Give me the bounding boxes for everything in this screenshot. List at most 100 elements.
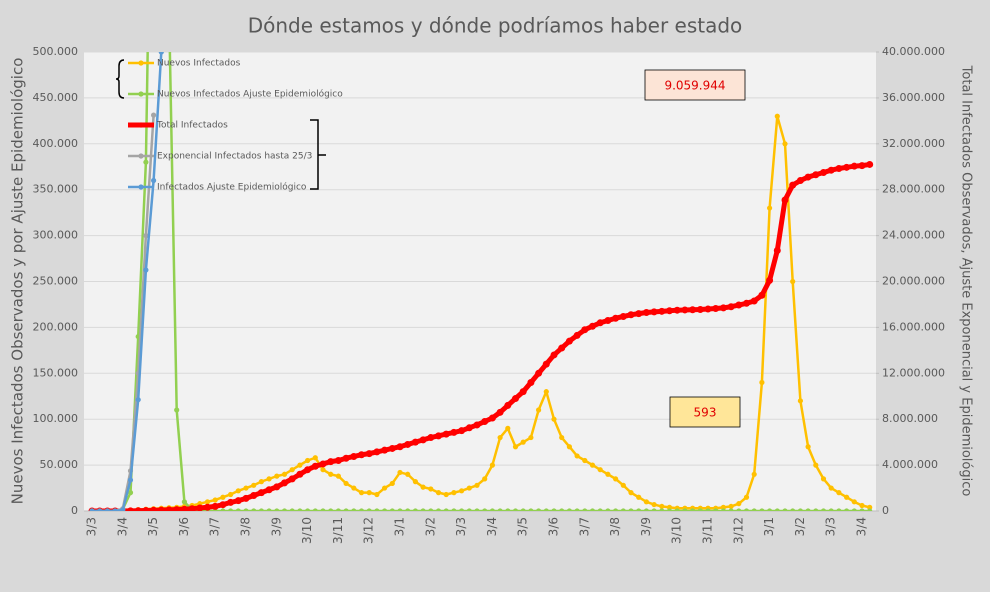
data-point bbox=[127, 477, 134, 483]
legend-label: Nuevos Infectados bbox=[157, 59, 241, 69]
data-point bbox=[281, 471, 288, 477]
data-point bbox=[389, 508, 395, 511]
data-point bbox=[573, 331, 581, 339]
data-point bbox=[574, 508, 580, 511]
data-point bbox=[496, 408, 504, 416]
data-point bbox=[751, 508, 757, 511]
data-point bbox=[274, 508, 280, 511]
data-point bbox=[844, 508, 850, 511]
x-tick-label: 3/12 bbox=[362, 517, 376, 544]
x-tick-label: 3/4 bbox=[115, 517, 129, 536]
y2-tick-label: 8.000.000 bbox=[882, 412, 938, 425]
data-point bbox=[181, 499, 187, 505]
data-point bbox=[382, 508, 388, 511]
data-point bbox=[435, 432, 442, 440]
data-point bbox=[866, 160, 874, 168]
data-point bbox=[542, 360, 550, 368]
annotation: 9.059.944 bbox=[664, 79, 725, 93]
legend-label: Total Infectados bbox=[156, 121, 228, 131]
y2-tick-label: 20.000.000 bbox=[882, 275, 945, 288]
data-point bbox=[405, 471, 411, 477]
data-point bbox=[735, 301, 743, 309]
data-point bbox=[536, 407, 542, 413]
data-point bbox=[673, 306, 681, 314]
data-point bbox=[504, 401, 512, 409]
data-point bbox=[619, 312, 627, 320]
data-point bbox=[782, 508, 788, 511]
data-point bbox=[442, 430, 450, 438]
x-tick-label: 3/1 bbox=[393, 517, 407, 536]
data-point bbox=[612, 314, 620, 322]
data-point bbox=[597, 467, 603, 473]
data-point bbox=[473, 421, 481, 429]
data-point bbox=[451, 490, 457, 496]
data-point bbox=[420, 508, 426, 511]
data-point bbox=[297, 508, 303, 511]
data-point bbox=[582, 457, 588, 464]
chart-title: Dónde estamos y dónde podríamos haber es… bbox=[248, 14, 743, 38]
data-point bbox=[558, 344, 566, 352]
data-point bbox=[805, 508, 811, 511]
legend-label: Nuevos Infectados Ajuste Epidemiológico bbox=[157, 89, 343, 100]
data-point bbox=[497, 508, 503, 511]
x-tick-label: 3/9 bbox=[269, 517, 283, 536]
data-point bbox=[759, 508, 765, 511]
data-point bbox=[505, 508, 511, 511]
data-point bbox=[636, 494, 642, 500]
data-point bbox=[435, 508, 442, 511]
x-tick-label: 3/2 bbox=[423, 517, 437, 536]
data-point bbox=[428, 486, 434, 492]
data-point bbox=[704, 305, 712, 313]
data-point bbox=[466, 485, 472, 491]
data-point bbox=[551, 416, 557, 422]
data-point bbox=[351, 485, 357, 491]
data-point bbox=[543, 508, 549, 511]
data-point bbox=[305, 457, 311, 464]
y-axis-label: Nuevos Infectados Observados y por Ajust… bbox=[9, 58, 27, 505]
data-point bbox=[135, 397, 141, 403]
data-point bbox=[497, 434, 503, 441]
x-tick-label: 3/10 bbox=[670, 517, 684, 544]
data-point bbox=[651, 501, 657, 508]
data-point bbox=[851, 499, 857, 505]
y-tick-label: 150.000 bbox=[33, 366, 79, 379]
data-point bbox=[134, 507, 142, 511]
data-point bbox=[250, 492, 258, 500]
data-point bbox=[789, 181, 797, 189]
y2-tick-label: 24.000.000 bbox=[882, 229, 945, 242]
data-point bbox=[796, 177, 804, 185]
y2-tick-label: 32.000.000 bbox=[882, 137, 945, 150]
data-point bbox=[420, 484, 426, 490]
legend-marker bbox=[138, 91, 144, 97]
data-point bbox=[388, 444, 396, 452]
x-tick-label: 3/11 bbox=[701, 517, 715, 544]
data-point bbox=[589, 508, 596, 511]
data-point bbox=[343, 480, 349, 487]
data-point bbox=[204, 503, 211, 511]
data-point bbox=[719, 304, 727, 312]
data-point bbox=[589, 322, 596, 330]
data-point bbox=[243, 485, 249, 491]
data-point bbox=[867, 508, 873, 511]
x-tick-label: 3/9 bbox=[639, 517, 653, 536]
data-point bbox=[797, 398, 804, 404]
data-point bbox=[859, 508, 865, 511]
data-point bbox=[636, 508, 642, 511]
data-point bbox=[258, 479, 264, 485]
data-point bbox=[674, 508, 680, 511]
data-point bbox=[851, 508, 857, 511]
data-point bbox=[304, 466, 312, 474]
data-point bbox=[97, 508, 103, 511]
data-point bbox=[335, 473, 341, 479]
data-point bbox=[481, 417, 489, 425]
data-point bbox=[820, 476, 827, 482]
x-tick-label: 3/5 bbox=[146, 517, 160, 536]
data-point bbox=[543, 389, 549, 395]
data-point bbox=[758, 291, 766, 299]
y-tick-label: 350.000 bbox=[33, 183, 79, 196]
legend-brace bbox=[115, 59, 125, 99]
data-point bbox=[528, 434, 534, 441]
data-point bbox=[589, 462, 596, 468]
data-point bbox=[489, 462, 495, 468]
